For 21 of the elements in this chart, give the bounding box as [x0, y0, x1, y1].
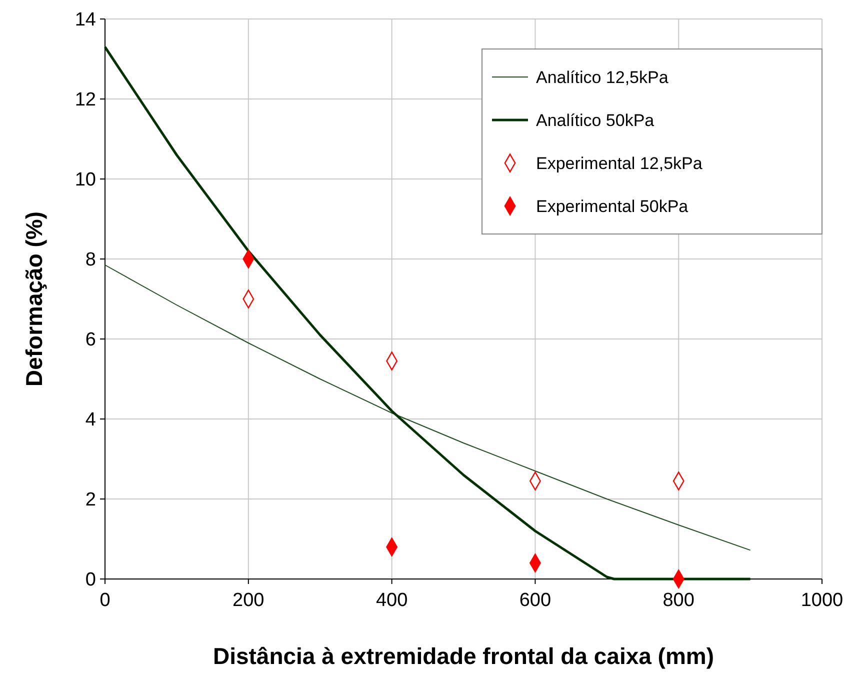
y-tick-label: 6 [85, 330, 96, 351]
y-axis-title: Deformação (%) [21, 211, 47, 387]
x-tick-label: 600 [519, 590, 552, 611]
y-tick-label: 14 [74, 10, 96, 31]
y-tick-label: 2 [85, 490, 96, 511]
y-tick-label: 4 [85, 410, 96, 431]
legend-label: Experimental 12,5kPa [536, 154, 703, 173]
legend-label: Analítico 12,5kPa [536, 68, 669, 87]
x-axis-title: Distância à extremidade frontal da caixa (mm) [212, 643, 714, 669]
y-tick-label: 8 [85, 250, 96, 271]
legend-label: Experimental 50kPa [536, 196, 689, 216]
x-tick-label: 400 [376, 590, 408, 611]
legend-label: Analítico 50kPa [536, 110, 655, 130]
x-tick-label: 200 [232, 590, 264, 611]
x-tick-label: 0 [100, 590, 110, 611]
x-tick-label: 800 [662, 590, 694, 611]
y-tick-label: 0 [85, 570, 96, 591]
y-tick-label: 12 [74, 90, 96, 111]
line-series [104, 264, 751, 551]
x-tick-label: 1000 [800, 590, 844, 611]
y-tick-label: 10 [74, 170, 96, 191]
